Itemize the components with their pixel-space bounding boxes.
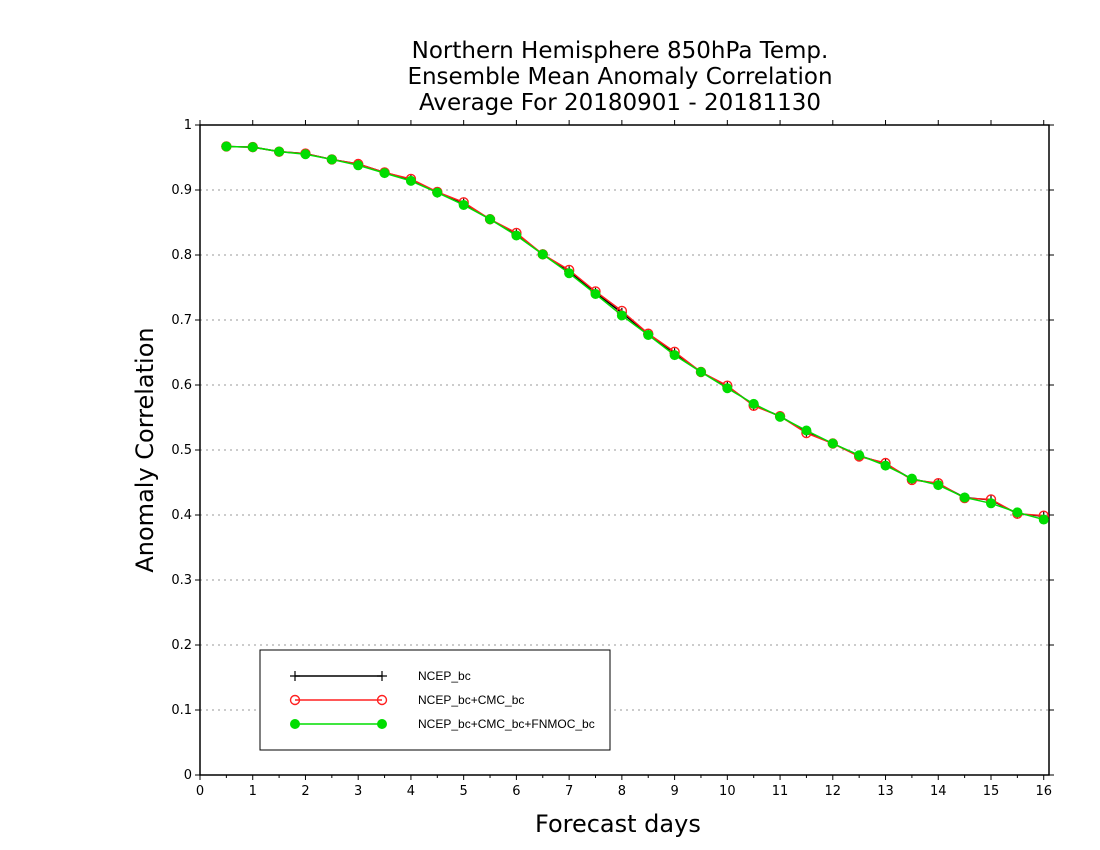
series-line [226, 145, 1044, 521]
x-tick-label: 11 [772, 784, 789, 799]
x-tick-label: 8 [618, 784, 626, 799]
y-tick-label: 0 [184, 768, 192, 783]
data-point-filled-circle [906, 473, 917, 484]
data-point-filled-circle [353, 160, 364, 171]
series-layer [221, 141, 1049, 525]
y-axis-label: Anomaly Correlation [131, 327, 159, 573]
data-point-filled-circle [290, 719, 300, 729]
y-tick-label: 0.2 [171, 638, 192, 653]
data-point-filled-circle [1038, 514, 1049, 525]
data-point-filled-circle [775, 411, 786, 422]
x-tick-label: 5 [460, 784, 468, 799]
data-point-filled-circle [827, 438, 838, 449]
data-point-filled-circle [643, 329, 654, 340]
data-point-filled-circle [511, 230, 522, 241]
legend-label: NCEP_bc+CMC_bc+FNMOC_bc [418, 717, 595, 731]
data-point-filled-circle [854, 450, 865, 461]
series-0 [221, 141, 1049, 522]
data-point-filled-circle [695, 367, 706, 377]
data-point-filled-circle [274, 146, 285, 157]
x-tick-label: 2 [301, 784, 309, 799]
data-point-filled-circle [590, 289, 601, 299]
axis-ticks: 00.10.20.30.40.50.60.70.80.910 1 2 3 4 5 6 7 8 9 1… [171, 118, 1054, 799]
y-tick-label: 0.4 [171, 508, 192, 523]
data-point-filled-circle [300, 149, 311, 160]
grid-lines [200, 189, 1049, 711]
data-point-filled-circle [722, 383, 733, 394]
legend-label: NCEP_bc [418, 669, 471, 683]
data-point-filled-circle [326, 154, 337, 165]
data-point-open-circle [376, 694, 388, 706]
chart-title-line-3: Average For 20180901 - 20181130 [418, 90, 822, 116]
data-point-filled-circle [377, 719, 387, 729]
data-point-filled-circle [985, 498, 996, 509]
x-tick-label: 15 [983, 784, 1000, 799]
data-point-filled-circle [379, 168, 390, 179]
data-point-filled-circle [485, 214, 496, 225]
data-point-filled-circle [432, 187, 443, 198]
data-point-plus [377, 671, 387, 681]
y-tick-label: 0.6 [171, 378, 192, 393]
series-line [226, 145, 1044, 518]
x-tick-label: 9 [670, 784, 678, 799]
x-tick-label: 16 [1035, 784, 1052, 799]
x-tick-label: 10 [719, 784, 736, 799]
series-2 [221, 141, 1049, 525]
x-tick-label: 7 [565, 784, 573, 799]
data-point-filled-circle [247, 142, 258, 153]
x-tick-label: 14 [930, 784, 947, 799]
legend-label: NCEP_bc+CMC_bc [418, 693, 524, 707]
y-tick-label: 0.7 [171, 313, 192, 328]
y-tick-label: 0.9 [171, 183, 192, 198]
y-tick-label: 0.3 [171, 573, 192, 588]
x-tick-label: 1 [249, 784, 257, 799]
data-point-filled-circle [801, 425, 812, 436]
data-point-filled-circle [616, 310, 627, 321]
data-point-filled-circle [959, 492, 970, 503]
x-tick-label: 4 [407, 784, 415, 799]
x-axis-label: Forecast days [535, 810, 701, 838]
data-point-filled-circle [537, 249, 548, 260]
data-point-filled-circle [748, 398, 759, 409]
chart-title-line-2: Ensemble Mean Anomaly Correlation [407, 64, 833, 90]
legend-entry-0: NCEP_bc [290, 669, 471, 683]
legend-entry-2: NCEP_bc+CMC_bc+FNMOC_bc [290, 717, 595, 731]
data-point-plus [290, 671, 300, 681]
data-point-filled-circle [458, 199, 469, 210]
data-point-filled-circle [880, 460, 891, 471]
legend: NCEP_bc NCEP_bc+CMC_bc NCEP_bc+CMC_bc+FNMO… [259, 649, 611, 751]
data-point-filled-circle [405, 175, 416, 186]
chart-title-line-1: Northern Hemisphere 850hPa Temp. [411, 38, 829, 64]
x-tick-label: 12 [825, 784, 842, 799]
x-tick-label: 6 [512, 784, 520, 799]
x-tick-label: 13 [877, 784, 894, 799]
y-tick-label: 0.8 [171, 248, 192, 263]
series-1 [221, 141, 1049, 521]
y-tick-label: 0.5 [171, 443, 192, 458]
legend-entry-1: NCEP_bc+CMC_bc [289, 693, 524, 707]
x-tick-label: 3 [354, 784, 362, 799]
data-point-filled-circle [221, 141, 232, 152]
data-point-filled-circle [933, 480, 944, 491]
data-point-open-circle [289, 694, 301, 706]
data-point-filled-circle [669, 350, 680, 361]
data-point-filled-circle [1012, 507, 1023, 518]
x-tick-label: 0 [196, 784, 204, 799]
data-point-filled-circle [564, 268, 575, 279]
y-tick-label: 1 [184, 118, 192, 133]
y-tick-label: 0.1 [171, 703, 192, 718]
series-line [226, 145, 1044, 517]
